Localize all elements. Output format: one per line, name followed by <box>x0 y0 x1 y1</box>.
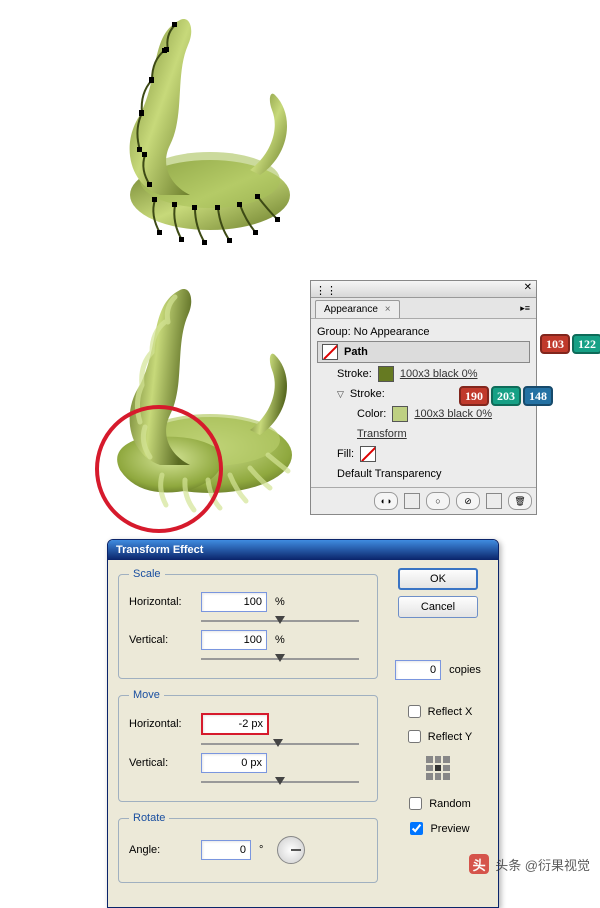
trash-icon[interactable]: 🗑 <box>508 492 532 510</box>
reflect-y-check[interactable]: Reflect Y <box>404 727 472 746</box>
watermark-logo-icon: 头 <box>469 854 489 874</box>
disclosure-icon[interactable]: ▽ <box>337 389 344 400</box>
preview-check[interactable]: Preview <box>406 819 469 838</box>
appearance-tab[interactable]: Appearance × <box>315 300 400 318</box>
fill-row[interactable]: Fill: <box>317 443 530 465</box>
path-swatch <box>322 344 338 360</box>
watermark-text: 头条 @衍果视觉 <box>495 855 590 874</box>
copies-input[interactable] <box>395 660 441 680</box>
appearance-footer: ◐◑ ○ ⊘ 🗑 <box>311 487 536 514</box>
move-group: Move Horizontal: Vertical: <box>118 689 378 802</box>
fx-icon[interactable]: ○ <box>426 492 450 510</box>
transform-dialog: Transform Effect Scale Horizontal: % Ver… <box>107 539 499 908</box>
stroke1-row[interactable]: Stroke: 100x3 black 0% <box>317 363 530 385</box>
tab-close-icon[interactable]: × <box>385 304 391 315</box>
stroke1-swatch[interactable] <box>378 366 394 382</box>
tab-label: Appearance <box>324 304 378 315</box>
ok-button[interactable]: OK <box>398 568 478 590</box>
duplicate-icon[interactable] <box>486 493 502 509</box>
scale-v-slider[interactable] <box>201 654 359 664</box>
watermark: 头 头条 @衍果视觉 <box>469 854 590 874</box>
move-h-label: Horizontal: <box>129 718 193 730</box>
move-v-input[interactable] <box>201 753 267 773</box>
move-h-input[interactable] <box>201 713 269 735</box>
group-row: Group: No Appearance <box>317 323 530 341</box>
color-row[interactable]: Color: 100x3 black 0% <box>317 403 530 425</box>
angle-input[interactable] <box>201 840 251 860</box>
stroke1-label: Stroke: <box>337 368 372 380</box>
rgb-badges-1: 103 122 34 <box>540 334 600 354</box>
default-transparency-row[interactable]: Default Transparency <box>317 465 530 483</box>
angle-unit: ° <box>259 844 263 856</box>
path-label: Path <box>344 346 368 358</box>
badge-r: 103 <box>540 334 570 354</box>
move-h-slider[interactable] <box>201 739 359 749</box>
opacity-icon[interactable]: ◐◑ <box>374 492 398 510</box>
transform-title: Transform Effect <box>116 544 203 556</box>
scale-h-input[interactable] <box>201 592 267 612</box>
transform-row[interactable]: Transform <box>317 425 530 443</box>
random-check[interactable]: Random <box>405 794 471 813</box>
scale-v-input[interactable] <box>201 630 267 650</box>
copies-label: copies <box>449 664 481 676</box>
badge-g: 203 <box>491 386 521 406</box>
badge-b: 148 <box>523 386 553 406</box>
badge-r: 190 <box>459 386 489 406</box>
appearance-titlebar[interactable]: ⋮⋮ ✕ <box>311 281 536 298</box>
scale-v-unit: % <box>275 634 285 646</box>
rgb-badges-2: 190 203 148 <box>459 386 553 406</box>
fill-label: Fill: <box>337 448 354 460</box>
fill-swatch[interactable] <box>360 446 376 462</box>
angle-label: Angle: <box>129 844 193 856</box>
move-v-slider[interactable] <box>201 777 359 787</box>
path-row[interactable]: Path <box>317 341 530 363</box>
color-label: Color: <box>357 408 386 420</box>
grip-icon: ⋮⋮ <box>315 284 325 294</box>
scale-v-label: Vertical: <box>129 634 193 646</box>
highlight-circle <box>95 405 223 533</box>
color-swatch[interactable] <box>392 406 408 422</box>
transform-titlebar[interactable]: Transform Effect <box>108 540 498 560</box>
move-legend: Move <box>129 689 164 701</box>
rotate-group: Rotate Angle: ° <box>118 812 378 883</box>
close-icon[interactable]: ✕ <box>524 282 532 293</box>
angle-dial[interactable] <box>277 836 305 864</box>
illustration-top <box>90 5 300 265</box>
move-v-label: Vertical: <box>129 757 193 769</box>
clear-icon[interactable]: ⊘ <box>456 492 480 510</box>
new-fill-icon[interactable] <box>404 493 420 509</box>
anchor-grid[interactable] <box>426 756 450 780</box>
stroke2-label: Stroke: <box>350 388 385 400</box>
transform-label[interactable]: Transform <box>357 428 407 440</box>
color-value[interactable]: 100x3 black 0% <box>414 408 492 420</box>
rotate-legend: Rotate <box>129 812 169 824</box>
panel-menu-icon[interactable]: ▸≡ <box>520 303 530 314</box>
badge-g: 122 <box>572 334 600 354</box>
scale-legend: Scale <box>129 568 165 580</box>
default-label: Default Transparency <box>337 468 442 480</box>
reflect-x-check[interactable]: Reflect X <box>404 702 473 721</box>
scale-group: Scale Horizontal: % Vertical: % <box>118 568 378 679</box>
scale-h-label: Horizontal: <box>129 596 193 608</box>
stroke1-value[interactable]: 100x3 black 0% <box>400 368 478 380</box>
scale-h-unit: % <box>275 596 285 608</box>
scale-h-slider[interactable] <box>201 616 359 626</box>
cancel-button[interactable]: Cancel <box>398 596 478 618</box>
